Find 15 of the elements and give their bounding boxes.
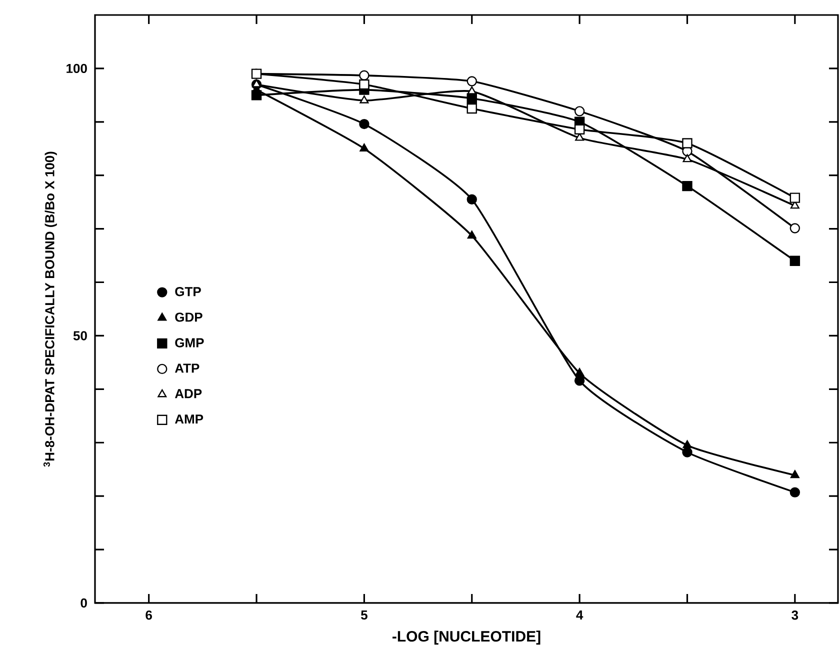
legend-label: ATP	[174, 364, 200, 373]
y-tick-label: 50	[73, 331, 87, 340]
legend-label: GTP	[175, 286, 201, 296]
x-tick-label: 6	[146, 610, 152, 620]
y-axis-title: $^{3}$H-8-OH-DPAT SPECIFICALLY BOUND (B/Bo X 100)	[44, 152, 57, 467]
y-tick-label: 100	[66, 64, 87, 74]
legend-label: GDP	[175, 312, 202, 322]
x-tick-label: 5	[360, 610, 368, 620]
legend-label: GMP	[175, 338, 204, 348]
x-tick-label: 3	[792, 610, 798, 620]
x-axis-title: -LOG [NUCLEOTIDE]	[392, 630, 540, 645]
y-tick-label: 0	[80, 598, 87, 608]
x-tick-label: 4	[576, 610, 584, 620]
legend-label: AMP	[174, 414, 204, 424]
legend-label: ADP	[174, 389, 202, 398]
